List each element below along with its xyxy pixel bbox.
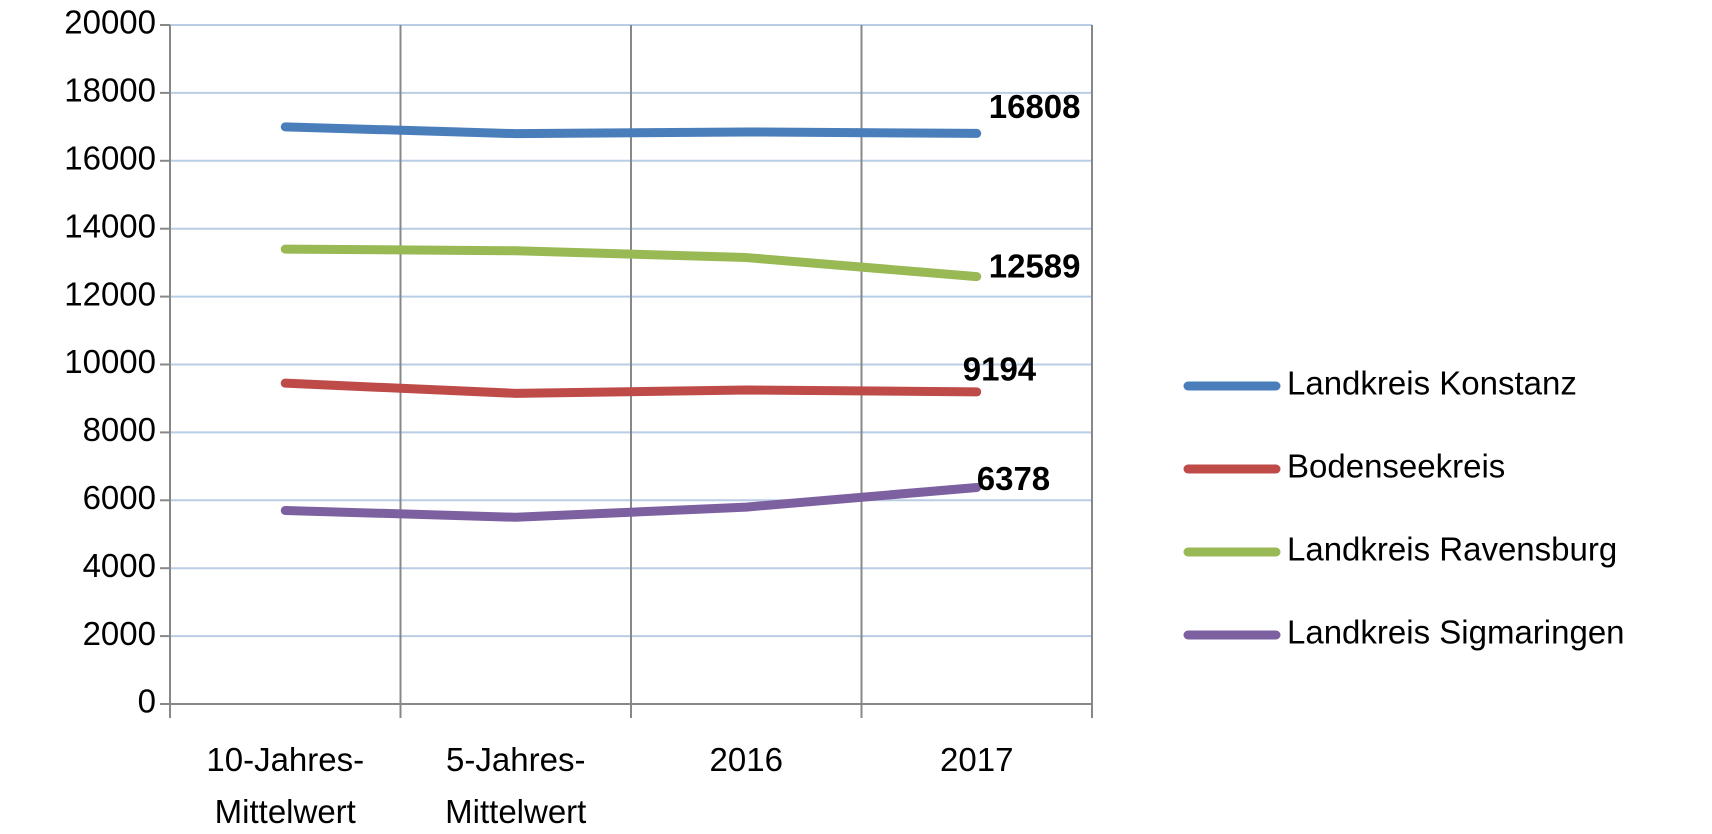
- legend-label: Landkreis Ravensburg: [1287, 531, 1617, 568]
- data-label: 16808: [989, 88, 1081, 125]
- data-label: 12589: [989, 247, 1081, 284]
- data-label: 6378: [977, 460, 1050, 497]
- y-tick-label: 2000: [83, 615, 156, 652]
- y-tick-label: 4000: [83, 547, 156, 584]
- legend-label: Landkreis Konstanz: [1287, 365, 1577, 402]
- y-tick-label: 12000: [64, 275, 156, 312]
- line: [280, 482, 982, 522]
- y-tick-label: 8000: [83, 411, 156, 448]
- y-tick-label: 16000: [64, 140, 156, 177]
- legend-label: Bodenseekreis: [1287, 448, 1505, 485]
- x-tick-label: 2016: [709, 741, 783, 778]
- line: [280, 122, 982, 139]
- data-label: 9194: [963, 351, 1037, 388]
- y-tick-label: 18000: [64, 72, 156, 109]
- line: [280, 244, 982, 282]
- y-tick-label: 6000: [83, 479, 156, 516]
- y-tick-label: 20000: [64, 4, 156, 41]
- legend-label: Landkreis Sigmaringen: [1287, 614, 1625, 651]
- y-tick-label: 10000: [64, 343, 156, 380]
- x-tick-label: 10-Jahres- Mittelwert: [206, 741, 365, 830]
- x-tick-label: 2017: [940, 741, 1014, 778]
- y-tick-label: 14000: [64, 207, 156, 244]
- y-tick-label: 0: [138, 683, 156, 720]
- line: [280, 378, 982, 398]
- x-tick-label: 5-Jahres- Mittelwert: [445, 741, 587, 830]
